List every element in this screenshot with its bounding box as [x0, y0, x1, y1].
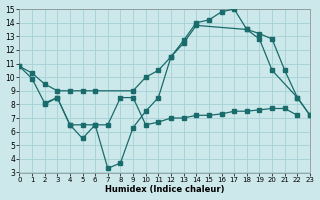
X-axis label: Humidex (Indice chaleur): Humidex (Indice chaleur)	[105, 185, 224, 194]
